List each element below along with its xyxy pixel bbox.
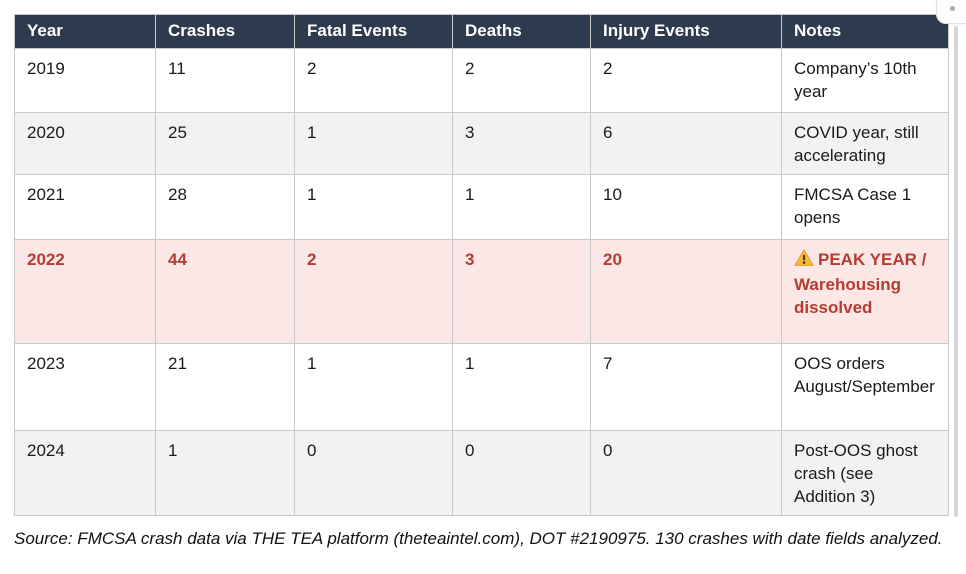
fatal-cell: 1 [294,342,453,431]
notes-cell: FMCSA Case 1 opens [781,173,949,240]
year-cell: 2020 [14,111,156,175]
notes-cell: OOS orders August/September [781,342,949,431]
header-row: Year Crashes Fatal Events Deaths Injury … [14,14,949,49]
table-row-2020: 2020 25 1 3 6 COVID year, still accelera… [14,111,949,175]
injury-cell: 6 [590,111,782,175]
floating-toolbar-partial[interactable] [936,0,966,24]
crashes-cell: 28 [155,173,295,240]
injury-cell: 0 [590,429,782,516]
table-row-2023: 2023 21 1 1 7 OOS orders August/Septembe… [14,342,949,431]
year-cell: 2019 [14,47,156,113]
col-header-injury-events: Injury Events [590,14,782,49]
crashes-cell: 1 [155,429,295,516]
crashes-cell: 44 [155,238,295,344]
table-row-2024: 2024 1 0 0 0 Post-OOS ghost crash (see A… [14,429,949,516]
crashes-cell: 11 [155,47,295,113]
col-header-fatal-events: Fatal Events [294,14,453,49]
deaths-cell: 0 [452,429,591,516]
deaths-cell: 3 [452,111,591,175]
source-footnote: Source: FMCSA crash data via THE TEA pla… [14,529,943,548]
fatal-cell: 1 [294,173,453,240]
notes-text: PEAK YEAR / Warehousing dissolved [794,249,927,317]
notes-cell: Post-OOS ghost crash (see Addition 3) [781,429,949,516]
fatal-cell: 0 [294,429,453,516]
deaths-cell: 1 [452,342,591,431]
table-row-2022-peak-year: 2022 44 2 3 20 PEAK YEAR / Warehousing d… [14,238,949,344]
col-header-deaths: Deaths [452,14,591,49]
col-header-crashes: Crashes [155,14,295,49]
deaths-cell: 1 [452,173,591,240]
notes-cell: PEAK YEAR / Warehousing dissolved [781,238,949,344]
crashes-cell: 25 [155,111,295,175]
year-cell: 2023 [14,342,156,431]
dot-icon [950,6,955,11]
fatal-cell: 2 [294,47,453,113]
notes-cell: Company’s 10th year [781,47,949,113]
injury-cell: 10 [590,173,782,240]
injury-cell: 7 [590,342,782,431]
year-cell: 2021 [14,173,156,240]
col-header-year: Year [14,14,156,49]
injury-cell: 2 [590,47,782,113]
table-row-2021: 2021 28 1 1 10 FMCSA Case 1 opens [14,173,949,240]
crashes-cell: 21 [155,342,295,431]
notes-cell: COVID year, still accelerating [781,111,949,175]
fatal-cell: 2 [294,238,453,344]
deaths-cell: 2 [452,47,591,113]
year-cell: 2024 [14,429,156,516]
year-cell: 2022 [14,238,156,344]
table-row-2019: 2019 11 2 2 2 Company’s 10th year [14,47,949,113]
injury-cell: 20 [590,238,782,344]
col-header-notes: Notes [781,14,949,49]
scrollbar[interactable] [954,26,958,517]
deaths-cell: 3 [452,238,591,344]
content-area: Year Crashes Fatal Events Deaths Injury … [14,14,949,516]
crash-table: Year Crashes Fatal Events Deaths Injury … [14,14,949,516]
fatal-cell: 1 [294,111,453,175]
warning-icon [794,249,814,274]
